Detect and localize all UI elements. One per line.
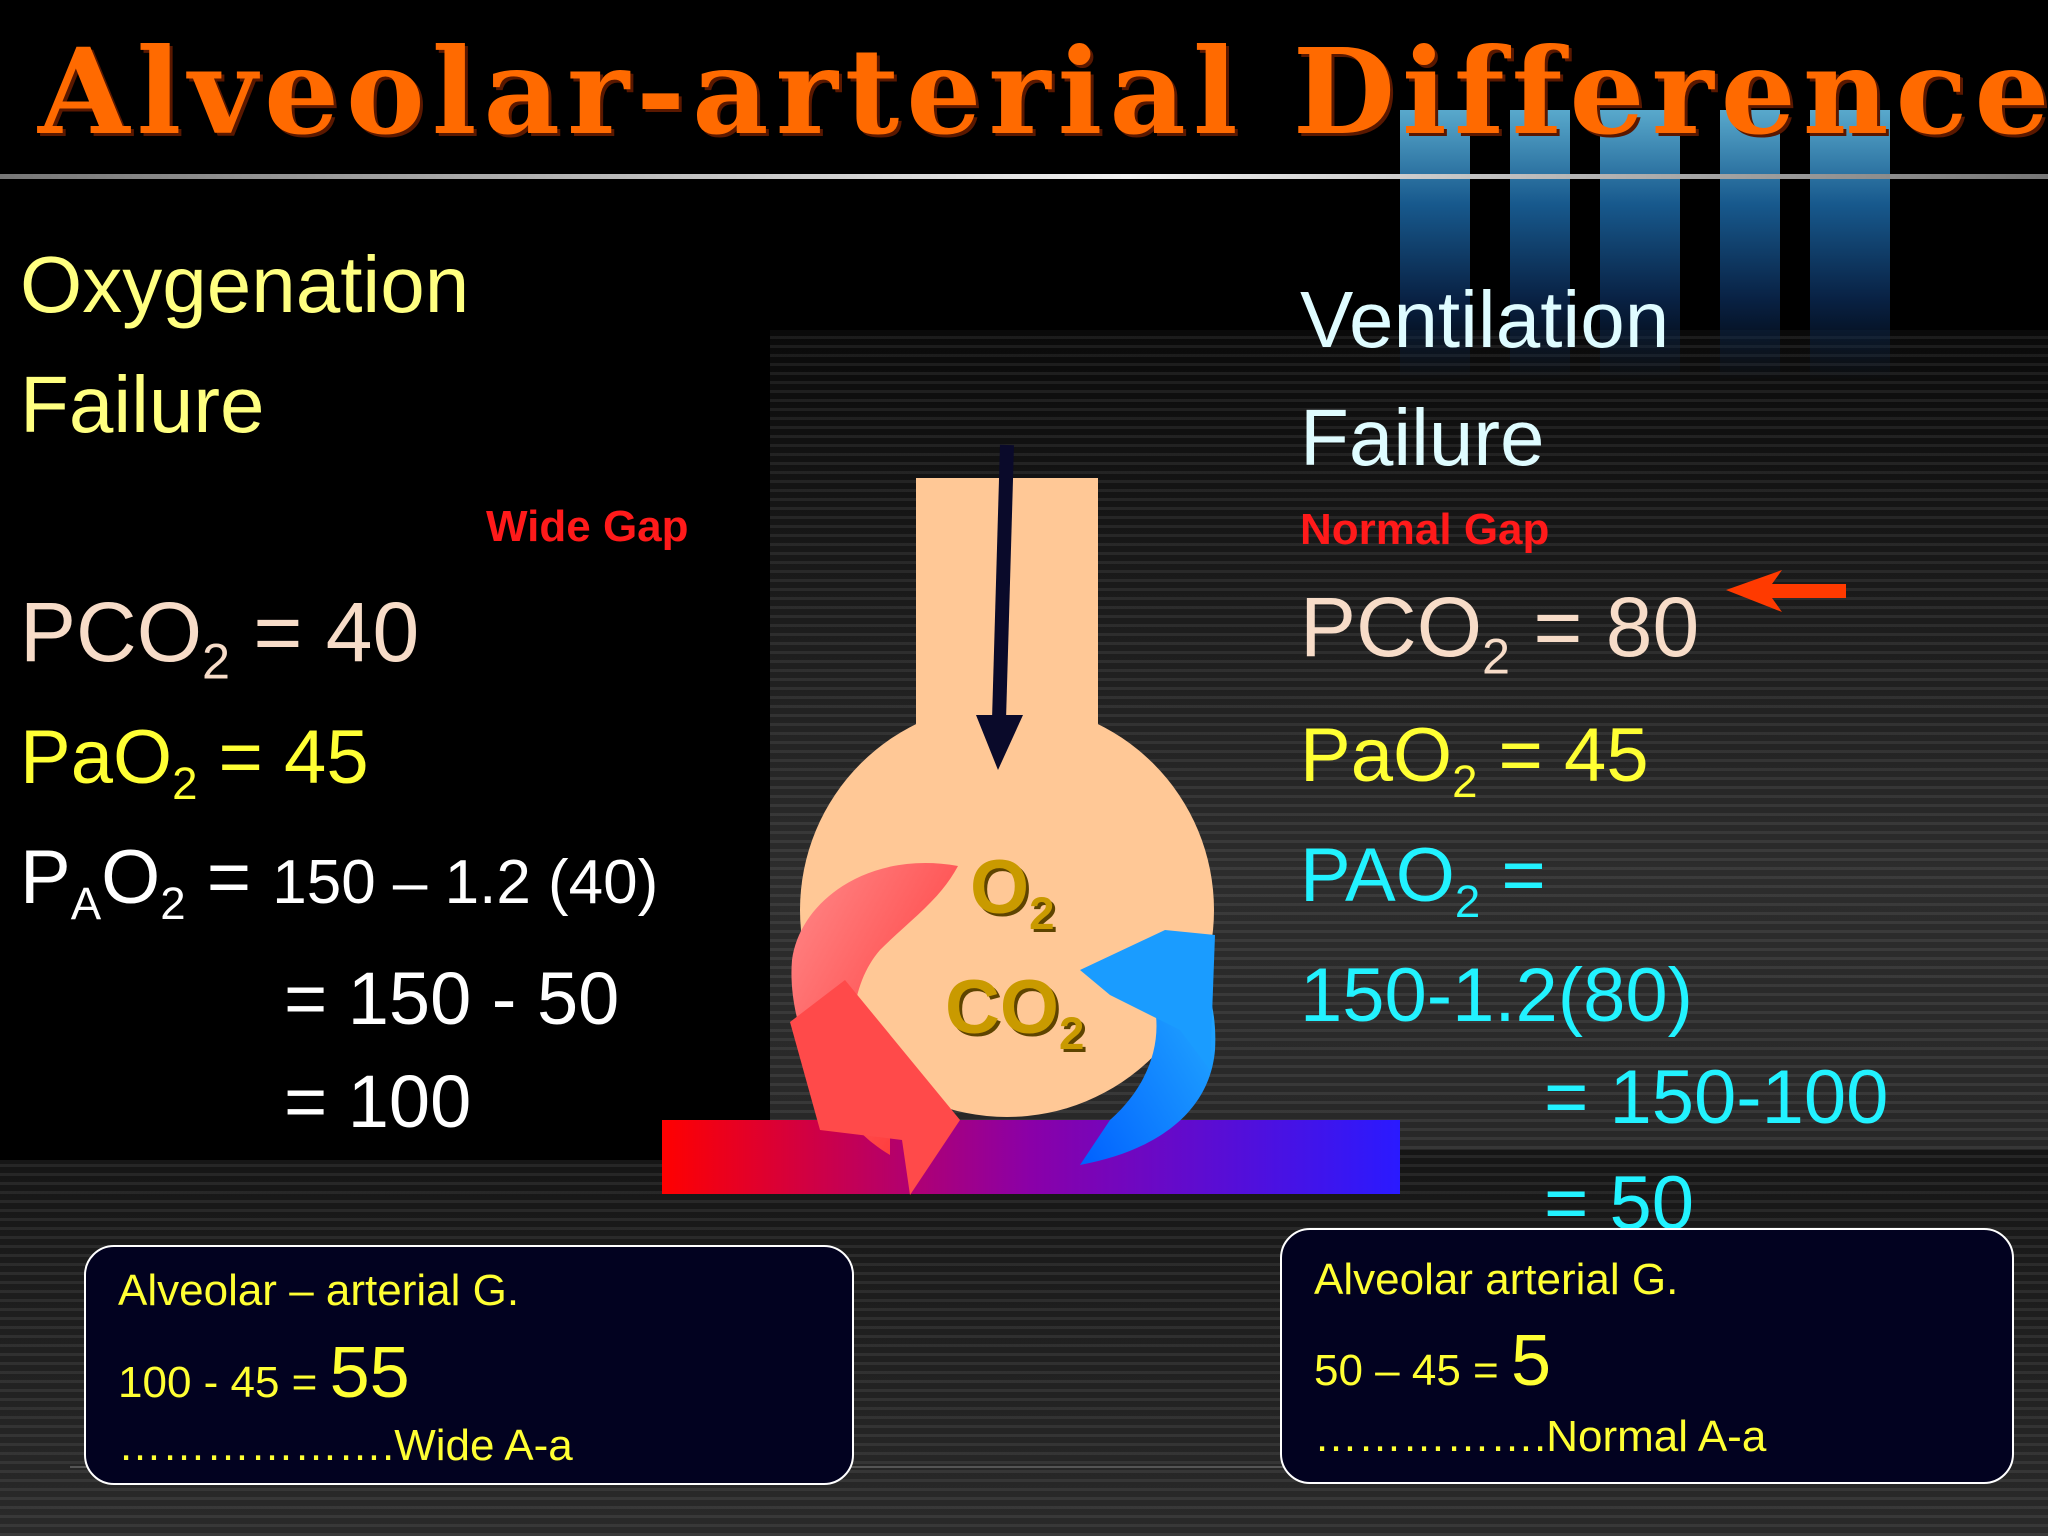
slide-title: Alveolar-arterial Difference: [38, 22, 2048, 161]
alveolus-shape: [800, 478, 1214, 1117]
wide-gap-label: Wide Gap: [486, 502, 689, 551]
right-heading-line1: Ventilation: [1300, 275, 1670, 364]
left-pco2: PCO2 = 40: [20, 585, 420, 690]
right-alveolar-po2: PAO2 =: [1300, 833, 1546, 927]
left-pao2: PaO2 = 45: [20, 715, 369, 809]
left-panel-background: [0, 170, 770, 1160]
right-result-box: Alveolar arterial G. 50 – 45 = 5 …………….N…: [1280, 1228, 2014, 1484]
right-heading-line2: Failure: [1300, 393, 1545, 482]
left-heading-line1: Oxygenation: [20, 240, 470, 329]
right-pco2: PCO2 = 80: [1300, 580, 1700, 685]
left-box-conclusion: ……………….Wide A-a: [118, 1421, 573, 1470]
co2-arrow-icon: [1080, 930, 1216, 1165]
airway-arrow-icon: [976, 444, 1023, 770]
left-calc-line1: = 150 - 50: [284, 957, 620, 1040]
right-box-conclusion: …………….Normal A-a: [1314, 1412, 1767, 1461]
globe-decoration: [1400, 110, 1890, 380]
right-box-calc: 50 – 45 = 5: [1314, 1321, 1551, 1401]
o2-label: O2: [970, 845, 1055, 939]
right-box-result: 5: [1510, 1321, 1551, 1401]
oxygen-arrow-icon: [790, 862, 960, 1195]
left-box-result: 55: [329, 1333, 410, 1413]
title-divider: [0, 174, 2048, 179]
left-heading-line2: Failure: [20, 360, 265, 449]
co2-label: CO2: [945, 965, 1085, 1059]
right-calc-line1: = 150-100: [1544, 1055, 1889, 1140]
pointer-arrow-icon: [1726, 570, 1846, 612]
left-calc-line2: = 100: [284, 1060, 472, 1143]
right-box-heading: Alveolar arterial G.: [1314, 1255, 1679, 1304]
left-result-box: Alveolar – arterial G. 100 - 45 = 55 …………: [84, 1245, 854, 1485]
normal-gap-label: Normal Gap: [1300, 505, 1550, 554]
right-pao2: PaO2 = 45: [1300, 713, 1649, 807]
alveolus-diagram: [662, 444, 1400, 1195]
left-alveolar-po2: PAO2 = 150 – 1.2 (40): [20, 835, 659, 929]
bottom-divider: [70, 1466, 1970, 1468]
left-box-calc: 100 - 45 = 55: [118, 1333, 410, 1413]
right-expression: 150-1.2(80): [1300, 953, 1693, 1038]
left-box-heading: Alveolar – arterial G.: [118, 1266, 520, 1315]
capillary-vessel: [662, 1120, 1400, 1194]
